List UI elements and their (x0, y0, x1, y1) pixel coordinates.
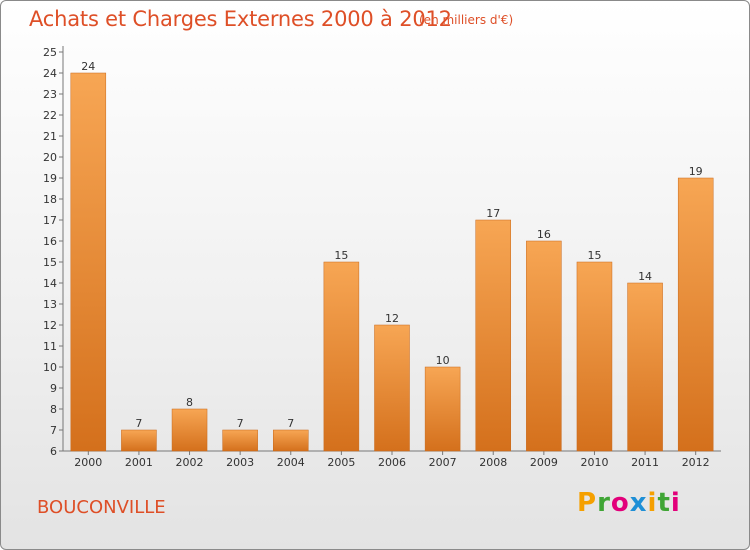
x-tick-label-2011: 2011 (631, 456, 659, 469)
logo-letter: i (647, 488, 658, 518)
data-label-2002: 8 (186, 396, 193, 409)
bar-2007 (424, 366, 461, 452)
data-label-2008: 17 (486, 207, 500, 220)
y-tick-label: 20 (43, 151, 57, 164)
x-tick-label-2007: 2007 (429, 456, 457, 469)
chart-title: Achats et Charges Externes 2000 à 2012 (29, 7, 452, 31)
x-tick-label-2000: 2000 (74, 456, 102, 469)
data-label-2011: 14 (638, 270, 652, 283)
y-tick-label: 6 (50, 445, 57, 458)
y-tick-label: 13 (43, 298, 57, 311)
bar-2005 (323, 261, 360, 452)
logo-letter: r (597, 488, 611, 518)
chart-bars: 24 7 8 7 7 15 12 10 17 16 15 14 19 (70, 60, 714, 452)
logo-letter: P (577, 488, 598, 518)
x-tick-label-2009: 2009 (530, 456, 558, 469)
chart-axes: 6 7 8 9 10 11 12 13 14 15 16 17 18 19 20 21 22 23 24 25 2000… (43, 46, 721, 469)
data-label-2000: 24 (81, 60, 95, 73)
data-label-2007: 10 (436, 354, 450, 367)
y-tick-label: 8 (50, 403, 57, 416)
data-label-2004: 7 (287, 417, 294, 430)
y-tick-label: 22 (43, 109, 57, 122)
x-tick-label-2003: 2003 (226, 456, 254, 469)
bar-2000 (70, 72, 107, 452)
y-tick-label: 21 (43, 130, 57, 143)
y-tick-label: 12 (43, 319, 57, 332)
y-tick-label: 17 (43, 214, 57, 227)
y-tick-label: 15 (43, 256, 57, 269)
logo-letter: t (657, 488, 671, 518)
data-label-2003: 7 (237, 417, 244, 430)
bar-2001 (121, 429, 157, 452)
logo-letter: i (670, 488, 681, 518)
y-tick-label: 16 (43, 235, 57, 248)
proxiti-logo[interactable]: Proxiti (577, 488, 681, 518)
bar-2009 (526, 240, 562, 452)
y-tick-label: 19 (43, 172, 57, 185)
x-tick-label-2008: 2008 (479, 456, 507, 469)
data-label-2001: 7 (135, 417, 142, 430)
bar-2010 (576, 261, 613, 452)
bar-2011 (627, 282, 663, 452)
commune-name: BOUCONVILLE (37, 497, 166, 518)
logo-letter: x (629, 488, 648, 518)
data-label-2009: 16 (537, 228, 551, 241)
logo-letter: o (610, 488, 630, 518)
x-tick-label-2006: 2006 (378, 456, 406, 469)
y-tick-label: 24 (43, 67, 57, 80)
chart-subtitle: (en milliers d'€) (419, 13, 514, 27)
bar-2008 (475, 219, 511, 452)
data-label-2006: 12 (385, 312, 399, 325)
bar-2012 (677, 177, 714, 452)
x-tick-label-2010: 2010 (580, 456, 608, 469)
x-tick-label-2004: 2004 (277, 456, 305, 469)
y-tick-label: 25 (43, 46, 57, 59)
y-tick-label: 14 (43, 277, 57, 290)
y-tick-label: 11 (43, 340, 57, 353)
bar-2004 (273, 429, 309, 452)
y-tick-label: 23 (43, 88, 57, 101)
data-label-2005: 15 (334, 249, 348, 262)
bar-2002 (171, 408, 208, 452)
data-label-2010: 15 (587, 249, 601, 262)
bar-2003 (222, 429, 258, 452)
x-tick-label-2001: 2001 (125, 456, 153, 469)
x-tick-label-2005: 2005 (327, 456, 355, 469)
y-tick-label: 10 (43, 361, 57, 374)
y-tick-label: 9 (50, 382, 57, 395)
data-label-2012: 19 (689, 165, 703, 178)
y-tick-label: 18 (43, 193, 57, 206)
x-tick-label-2002: 2002 (176, 456, 204, 469)
y-tick-label: 7 (50, 424, 57, 437)
x-tick-label-2012: 2012 (682, 456, 710, 469)
bar-2006 (374, 324, 410, 452)
